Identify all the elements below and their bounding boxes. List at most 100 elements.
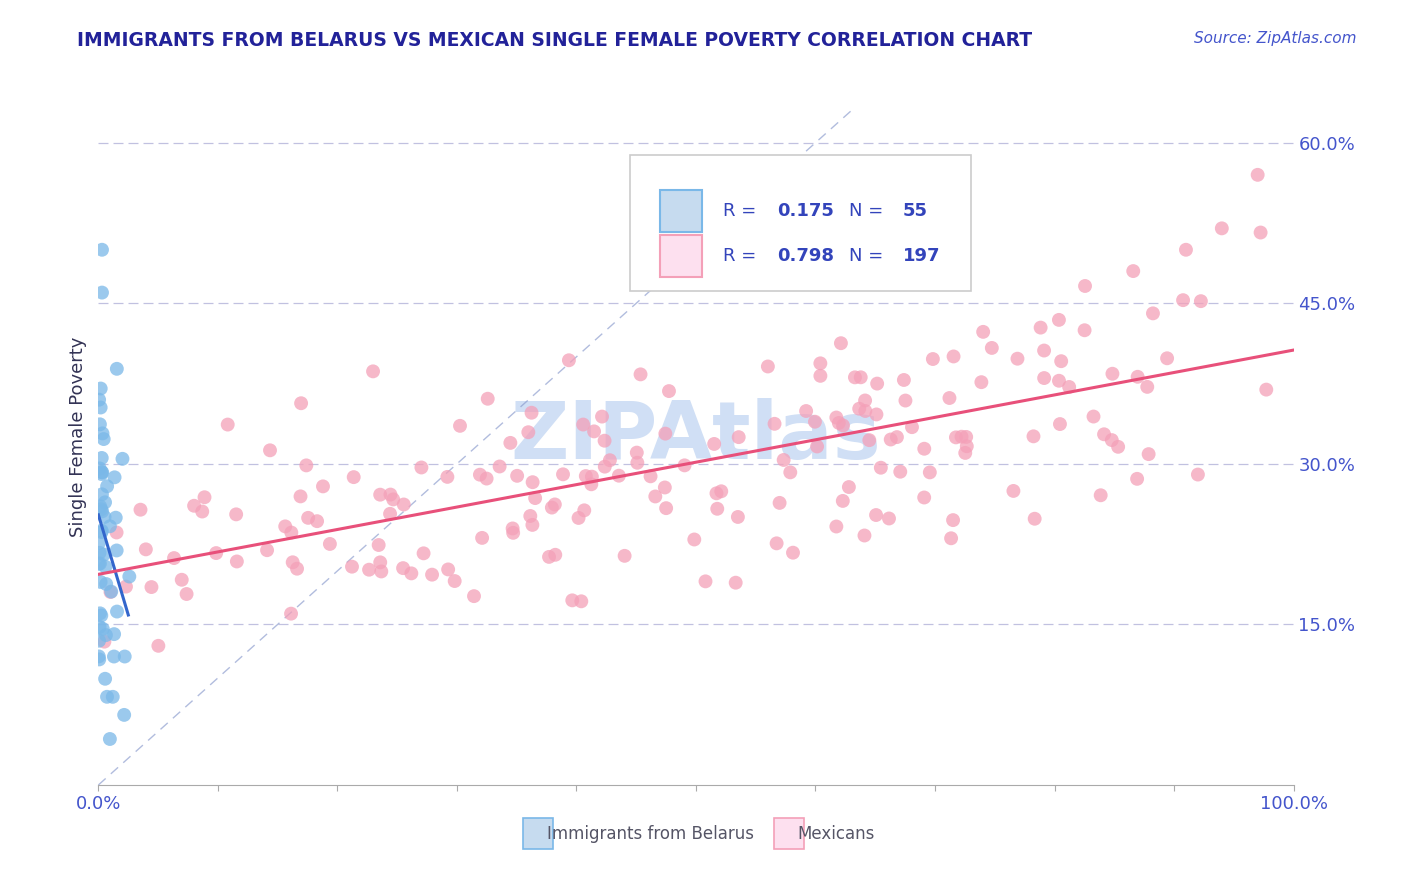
Point: [259, 443, 281, 458]
Point: [104, 510, 127, 524]
Point: [368, 488, 391, 502]
Bar: [661, 235, 702, 277]
Point: [955, 446, 977, 460]
Point: [274, 519, 297, 533]
Point: [710, 484, 733, 499]
Point: [1050, 354, 1073, 368]
Point: [654, 426, 676, 441]
Point: [205, 546, 228, 560]
Point: [583, 425, 606, 439]
Point: [581, 469, 603, 483]
Point: [148, 639, 170, 653]
Point: [970, 375, 993, 389]
Point: [90, 524, 112, 538]
Point: [94, 628, 117, 642]
Point: [683, 533, 706, 547]
Point: [87, 649, 110, 664]
Bar: [661, 190, 702, 232]
Point: [537, 549, 560, 564]
Point: [91, 243, 114, 257]
Point: [411, 460, 433, 475]
Point: [853, 404, 876, 418]
Point: [1033, 343, 1056, 358]
Point: [94, 559, 117, 574]
Point: [1156, 351, 1178, 366]
Point: [1057, 380, 1080, 394]
Point: [90, 525, 112, 540]
Point: [312, 479, 335, 493]
Point: [853, 393, 876, 408]
Point: [103, 649, 125, 664]
Point: [105, 525, 128, 540]
Point: [804, 415, 827, 429]
Point: [519, 508, 541, 523]
Point: [89, 546, 111, 560]
Point: [93, 634, 115, 648]
Point: [865, 408, 887, 422]
Point: [370, 565, 392, 579]
Point: [695, 574, 717, 589]
Point: [89, 620, 111, 634]
Point: [912, 442, 935, 456]
Text: R =: R =: [724, 202, 762, 220]
Point: [593, 434, 616, 448]
Point: [89, 461, 111, 475]
Point: [939, 531, 962, 545]
Point: [319, 537, 342, 551]
Point: [1189, 294, 1212, 309]
Point: [475, 471, 498, 485]
Point: [471, 531, 494, 545]
Point: [901, 420, 924, 434]
Point: [955, 430, 977, 444]
Point: [382, 492, 405, 507]
Point: [103, 470, 125, 484]
Point: [825, 410, 848, 425]
Point: [706, 501, 728, 516]
Point: [96, 577, 118, 591]
Point: [794, 404, 817, 418]
Point: [765, 536, 787, 550]
Point: [630, 368, 652, 382]
Point: [378, 507, 401, 521]
Point: [89, 652, 111, 666]
Point: [105, 361, 128, 376]
Point: [561, 593, 583, 607]
Point: [1122, 264, 1144, 278]
Point: [141, 580, 163, 594]
Point: [295, 458, 318, 473]
Point: [367, 538, 389, 552]
Point: [91, 622, 114, 636]
Point: [90, 502, 112, 516]
Point: [343, 470, 366, 484]
Bar: [523, 818, 553, 849]
Point: [522, 517, 544, 532]
Point: [980, 341, 1002, 355]
Point: [90, 574, 112, 589]
Point: [1126, 472, 1149, 486]
Point: [894, 393, 917, 408]
Point: [866, 376, 889, 391]
Point: [91, 426, 114, 441]
Point: [591, 409, 613, 424]
Point: [1136, 380, 1159, 394]
Point: [1047, 313, 1070, 327]
Point: [118, 569, 141, 583]
Point: [912, 491, 935, 505]
Point: [170, 573, 193, 587]
Point: [1073, 323, 1095, 337]
Point: [808, 368, 831, 383]
Point: [449, 418, 471, 433]
Point: [357, 563, 380, 577]
Point: [782, 546, 804, 560]
Point: [100, 585, 122, 599]
Point: [183, 499, 205, 513]
Point: [655, 501, 678, 516]
Point: [193, 490, 215, 504]
Point: [938, 391, 960, 405]
Point: [572, 417, 595, 432]
Point: [91, 504, 114, 518]
Point: [502, 525, 524, 540]
Point: [1024, 512, 1046, 526]
Point: [574, 503, 596, 517]
Point: [340, 559, 363, 574]
